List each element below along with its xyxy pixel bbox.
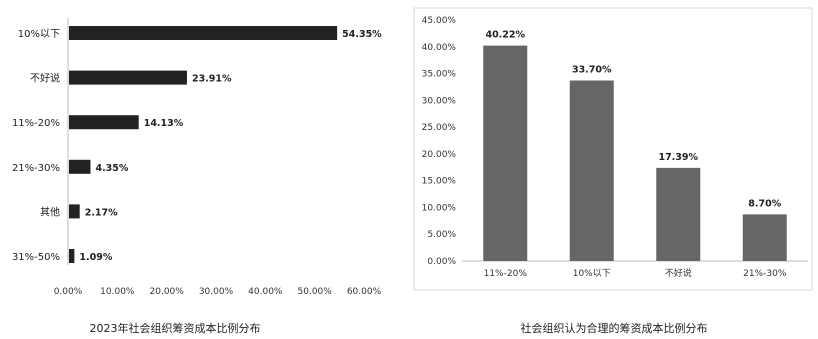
left-bar [69, 70, 187, 85]
right-bar-value-label: 8.70% [748, 198, 781, 209]
left-category-label: 11%-20% [12, 118, 60, 129]
right-bar [742, 214, 787, 261]
right-bar-value-label: 33.70% [572, 65, 612, 76]
left-bar [69, 26, 338, 40]
left-bar-value-label: 23.91% [192, 74, 232, 85]
left-bar [69, 159, 91, 174]
left-x-tick-label: 50.00% [298, 287, 333, 297]
chart-right-vertical-bar: 0.00% 5.00% 10.00% 15.00% 20.00% 25.00% 30.00%… [413, 7, 813, 335]
left-category-label: 不好说 [30, 72, 60, 85]
left-bar [69, 115, 139, 130]
right-y-tick-label: 15.00% [422, 177, 457, 187]
right-bar [656, 167, 701, 261]
right-bar-value-label: 40.22% [485, 30, 525, 41]
right-y-tick-label: 20.00% [422, 150, 457, 160]
right-y-tick-label: 5.00% [427, 230, 456, 240]
right-y-tick-label: 0.00% [427, 257, 456, 267]
left-bar-value-label: 14.13% [144, 118, 184, 129]
left-bar-value-label: 4.35% [95, 163, 128, 174]
left-x-tick-label: 60.00% [347, 287, 382, 297]
right-category-label: 11%-20% [484, 269, 528, 279]
left-bar-value-label: 54.35% [342, 29, 382, 40]
right-y-tick-label: 10.00% [422, 203, 457, 213]
left-category-label: 21%-30% [12, 163, 60, 174]
right-chart-title: 社会组织认为合理的筹资成本比例分布 [521, 321, 708, 335]
left-chart-title: 2023年社会组织筹资成本比例分布 [90, 321, 261, 335]
left-x-tick-label: 20.00% [150, 287, 185, 297]
right-chart-frame [413, 7, 813, 291]
chart-left-horizontal-bar: 10%以下 54.35% 不好说 23.91% 11%-20% 14.13% 21%-30%… [12, 18, 382, 335]
left-x-tick-label: 10.00% [100, 287, 135, 297]
right-y-tick-label: 40.00% [422, 43, 457, 53]
right-y-tick-label: 25.00% [422, 123, 457, 133]
right-category-label: 10%以下 [573, 269, 611, 279]
left-x-tick-label: 30.00% [199, 287, 234, 297]
left-category-label: 其他 [40, 205, 60, 218]
left-bar [69, 204, 80, 219]
left-bar [69, 249, 75, 263]
right-bar [569, 80, 614, 261]
left-x-tick-label: 0.00% [54, 287, 83, 297]
right-bar-value-label: 17.39% [658, 152, 698, 163]
right-bar [483, 45, 528, 262]
left-bar-value-label: 2.17% [85, 207, 118, 218]
left-x-tick-label: 40.00% [248, 287, 283, 297]
right-category-label: 不好说 [665, 267, 692, 279]
left-category-label: 31%-50% [12, 252, 60, 263]
left-category-label: 10%以下 [18, 29, 60, 40]
right-y-tick-label: 30.00% [422, 96, 457, 106]
right-y-tick-label: 45.00% [422, 16, 457, 26]
right-category-label: 21%-30% [743, 269, 787, 279]
left-bar-value-label: 1.09% [79, 252, 112, 263]
right-y-tick-label: 35.00% [422, 70, 457, 80]
